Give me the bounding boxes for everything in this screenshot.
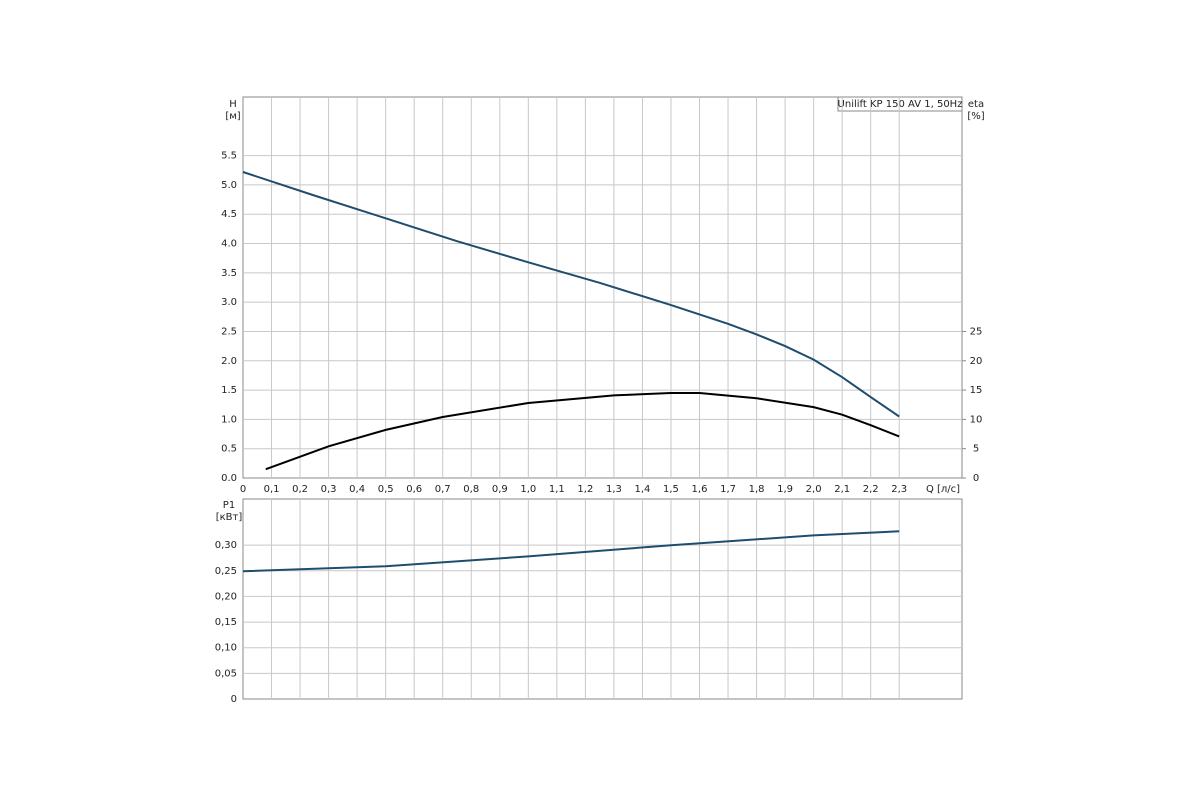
legend-box xyxy=(837,96,963,112)
y-label: H xyxy=(229,99,237,110)
bottom-frame xyxy=(242,498,963,700)
x-tick-label: 1,3 xyxy=(606,484,622,495)
y-unit: [кВт] xyxy=(216,512,243,523)
x-tick-label: 0,6 xyxy=(406,484,422,495)
y2-tick-label: 5 xyxy=(973,444,979,455)
x-tick-label: 0,8 xyxy=(463,484,479,495)
y2-tick-label: 0 xyxy=(973,473,979,484)
y-label: P1 xyxy=(223,500,235,511)
y-tick-label: 2.5 xyxy=(221,326,237,337)
y-tick-label: 4.5 xyxy=(221,209,237,220)
y2-tick-label: 10 xyxy=(970,414,983,425)
y2-label: eta xyxy=(968,99,984,110)
top-frame xyxy=(242,96,963,479)
x-tick-label: 0,5 xyxy=(378,484,394,495)
x-tick-label: 1,5 xyxy=(663,484,679,495)
y-tick-label: 0.0 xyxy=(221,473,237,484)
x-tick-label: 1,8 xyxy=(749,484,765,495)
y-tick-label: 5.5 xyxy=(221,151,237,162)
x-tick-label: 0,1 xyxy=(264,484,280,495)
x-tick-label: 0,7 xyxy=(435,484,451,495)
y-tick-label: 0,15 xyxy=(215,617,237,628)
curve xyxy=(242,530,900,573)
y-tick-label: 5.0 xyxy=(221,180,237,191)
y-tick-label: 4.0 xyxy=(221,239,237,250)
y-tick-label: 0 xyxy=(231,694,237,705)
y-tick-label: 0,05 xyxy=(215,668,237,679)
x-tick-label: 2,3 xyxy=(891,484,907,495)
y-tick-label: 0.5 xyxy=(221,444,237,455)
x-tick-label: 0,2 xyxy=(292,484,308,495)
x-tick-label: 1,2 xyxy=(577,484,593,495)
curve xyxy=(265,392,900,471)
x-tick-label: 1,9 xyxy=(777,484,793,495)
x-label: Q [л/с] xyxy=(926,484,960,495)
x-tick-label: 1,1 xyxy=(549,484,565,495)
y2-tick-label: 20 xyxy=(970,356,983,367)
x-tick-label: 0,9 xyxy=(492,484,508,495)
legend-text: Unilift KP 150 AV 1, 50Hz xyxy=(838,99,963,110)
x-tick-label: 1,7 xyxy=(720,484,736,495)
curve xyxy=(242,171,900,418)
y2-unit: [%] xyxy=(967,111,984,122)
y-tick-label: 1.0 xyxy=(221,414,237,425)
y-unit: [м] xyxy=(225,111,240,122)
x-tick-label: 2,2 xyxy=(863,484,879,495)
x-tick-label: 1,4 xyxy=(634,484,650,495)
y-tick-label: 0,20 xyxy=(215,591,237,602)
y2-tick-label: 25 xyxy=(970,326,983,337)
y-tick-label: 2.0 xyxy=(221,356,237,367)
x-tick-label: 0 xyxy=(240,484,246,495)
x-tick-label: 0,4 xyxy=(349,484,365,495)
x-tick-label: 1,6 xyxy=(692,484,708,495)
y-tick-label: 1.5 xyxy=(221,385,237,396)
y2-tick-label: 15 xyxy=(970,385,983,396)
x-tick-label: 2,0 xyxy=(806,484,822,495)
x-tick-label: 1,0 xyxy=(520,484,536,495)
y-tick-label: 0,10 xyxy=(215,643,237,654)
x-tick-label: 2,1 xyxy=(834,484,850,495)
y-tick-label: 3.0 xyxy=(221,297,237,308)
y-tick-label: 3.5 xyxy=(221,268,237,279)
y-tick-label: 0,25 xyxy=(215,566,237,577)
x-tick-label: 0,3 xyxy=(321,484,337,495)
y-tick-label: 0,30 xyxy=(215,540,237,551)
